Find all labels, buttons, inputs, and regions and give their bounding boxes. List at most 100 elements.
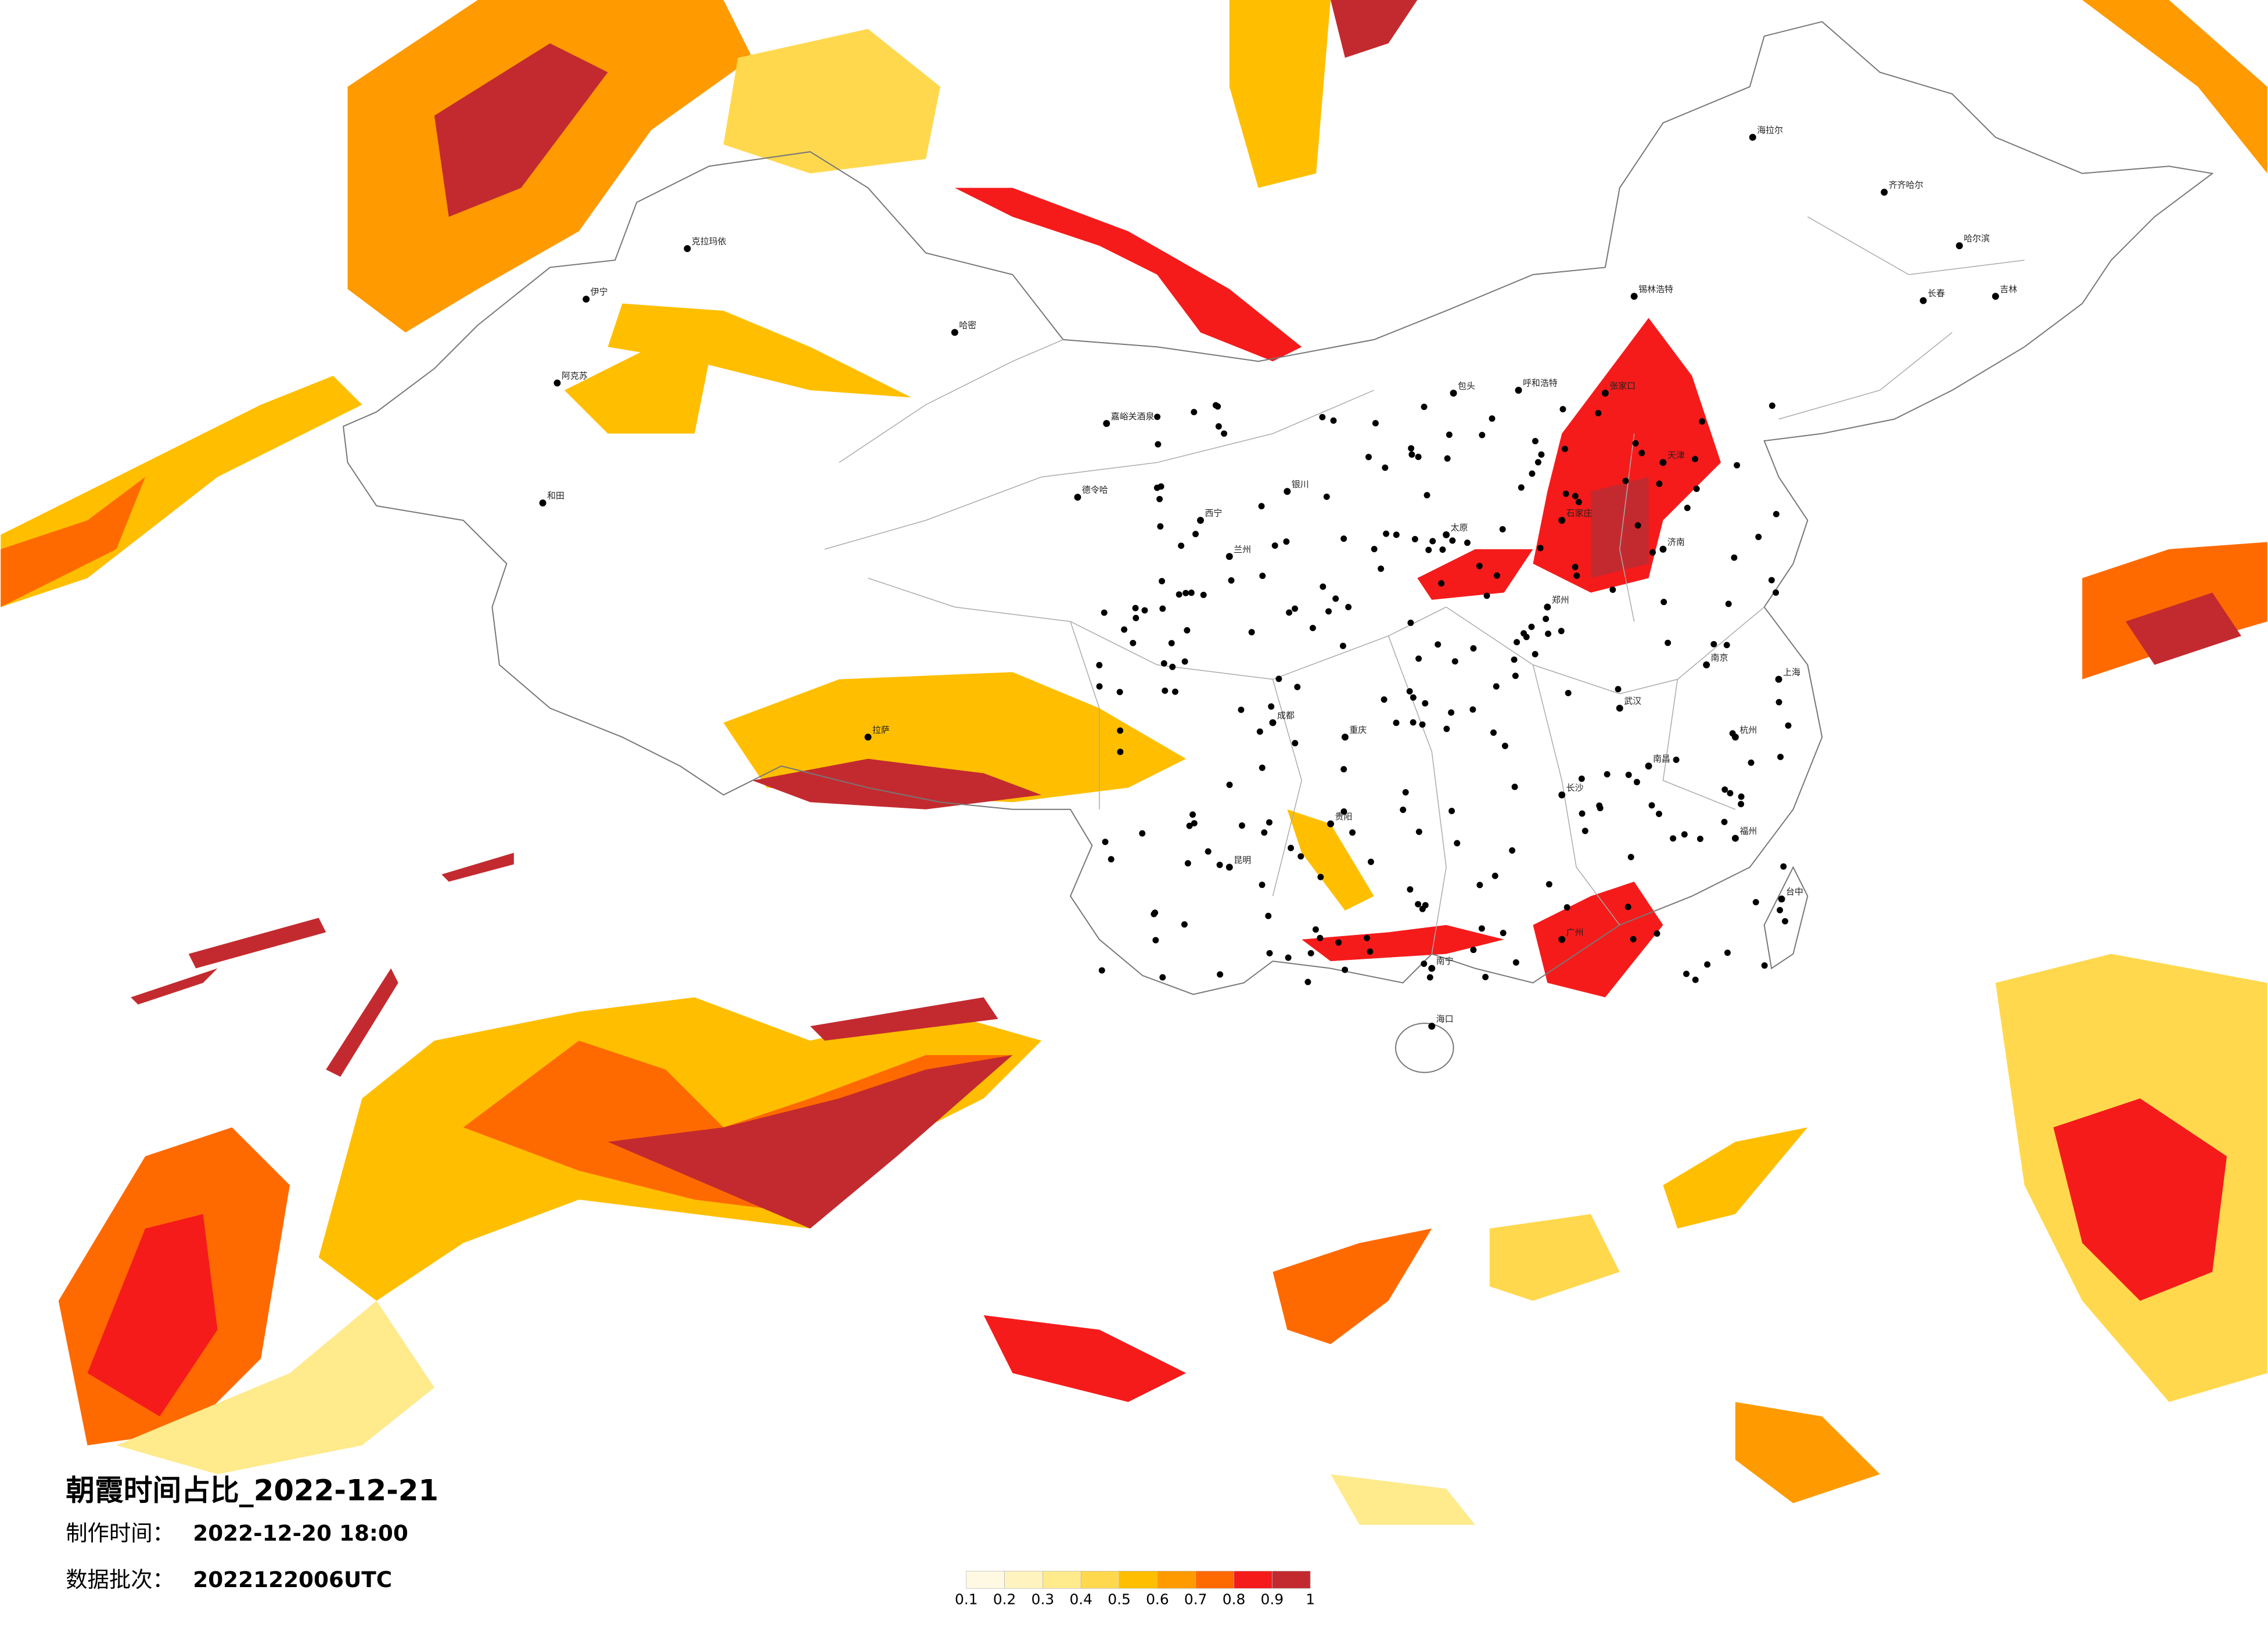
city-dot [1752, 899, 1759, 906]
city-dot [1349, 829, 1356, 836]
legend-tick-label: 0.5 [1108, 1591, 1131, 1608]
production-value: 2022-12-20 18:00 [193, 1520, 408, 1546]
cloud-area [564, 347, 709, 434]
city-dot [1490, 729, 1497, 736]
city-dot [1448, 709, 1455, 716]
city-dot [1721, 818, 1728, 825]
city-dot [1634, 522, 1641, 529]
city-dot [1157, 523, 1164, 530]
city-dot [1393, 720, 1400, 726]
map-title: 朝霞时间占比_2022-12-21 [66, 1473, 438, 1507]
city-dot [1449, 537, 1456, 544]
cloud-area [723, 28, 940, 174]
city-dot [1561, 445, 1568, 452]
city-label: 长春 [1928, 288, 1945, 298]
city-dot [1215, 423, 1222, 430]
city-dot [1654, 930, 1660, 937]
city-dot [1188, 589, 1195, 596]
city-dot [1543, 616, 1550, 623]
city-dot [1450, 390, 1457, 397]
cloud-area [1273, 1228, 1432, 1344]
city-dot [1266, 819, 1273, 826]
city-dot [1710, 641, 1717, 647]
cloud-area [1287, 809, 1374, 911]
city-dot [1521, 630, 1527, 637]
city-dot [1693, 485, 1700, 492]
city-dot [583, 296, 590, 303]
city-dot [1266, 949, 1273, 956]
city-dot [1238, 706, 1245, 713]
city-dot [1478, 925, 1485, 932]
cloud-area [2125, 592, 2241, 665]
city-dot [1192, 531, 1199, 538]
city-label: 呼和浩特 [1523, 378, 1558, 388]
city-dot [1422, 700, 1429, 707]
city-label: 天津 [1667, 450, 1685, 461]
city-dot [1259, 764, 1266, 771]
city-dot [1558, 628, 1565, 635]
city-dot [1785, 722, 1792, 729]
city-dot [1775, 699, 1782, 706]
city-dot [1582, 828, 1588, 834]
city-dot [1476, 882, 1483, 888]
legend-swatch [1271, 1571, 1311, 1589]
city-dot [1601, 390, 1609, 397]
city-dot [684, 245, 691, 253]
city-label: 阿克苏 [562, 370, 588, 381]
city-dot [1538, 451, 1545, 458]
cloud-area [983, 1315, 1187, 1402]
city-dot [1489, 415, 1496, 422]
city-label: 克拉玛依 [692, 236, 727, 247]
cloud-area [2053, 1098, 2227, 1301]
city-dot [1258, 503, 1265, 510]
city-dot [1509, 847, 1516, 854]
city-label: 海拉尔 [1757, 125, 1783, 135]
city-dot [1435, 641, 1442, 648]
city-dot [1665, 639, 1672, 646]
city-dot [1283, 538, 1290, 545]
city-dot [1297, 853, 1304, 860]
city-dot [1345, 603, 1352, 610]
city-dot [1514, 639, 1521, 646]
city-dot [1537, 545, 1544, 552]
legend-swatch [1195, 1571, 1234, 1589]
legend-swatch [1234, 1571, 1273, 1589]
city-dot [1312, 926, 1319, 933]
city-dot [1407, 619, 1414, 626]
city-dot [1464, 539, 1471, 546]
city-dot [1363, 934, 1370, 941]
city-dot [1424, 492, 1430, 499]
city-dot [1121, 626, 1128, 633]
city-dot [1920, 297, 1927, 304]
city-dot [1153, 484, 1160, 491]
cloud-area [1229, 0, 1331, 188]
city-dot [1271, 542, 1278, 549]
city-dot [1425, 546, 1432, 553]
cloud-area [87, 1214, 218, 1417]
city-dot [1383, 530, 1390, 537]
city-dot [1444, 455, 1451, 462]
city-dot [1609, 586, 1616, 593]
city-dot [1768, 577, 1775, 584]
city-dot [1558, 936, 1566, 943]
city-dot [951, 329, 958, 336]
city-dot [553, 379, 561, 387]
city-dot [1288, 844, 1295, 851]
city-label: 拉萨 [872, 725, 890, 735]
city-dot [1633, 779, 1640, 786]
city-dot [1327, 820, 1334, 828]
city-dot [1408, 451, 1415, 458]
city-label: 南京 [1711, 652, 1728, 663]
cloud-area [608, 303, 912, 398]
city-label: 郑州 [1552, 595, 1569, 605]
city-dot [1200, 591, 1207, 598]
city-dot [1956, 242, 1963, 250]
city-dot [1532, 650, 1539, 657]
city-dot [1723, 642, 1730, 649]
legend-tick-label: 0.9 [1261, 1591, 1284, 1608]
city-dot [1773, 510, 1780, 517]
city-dot [1407, 886, 1414, 893]
city-dot [1544, 603, 1551, 611]
city-dot [1691, 455, 1698, 462]
city-dot [1221, 430, 1228, 437]
